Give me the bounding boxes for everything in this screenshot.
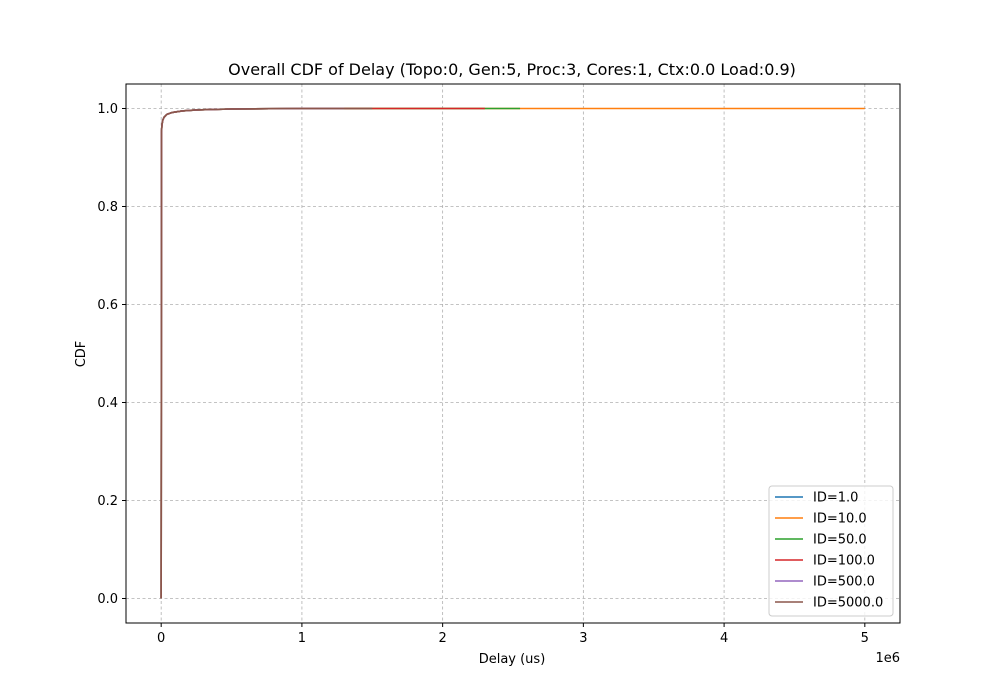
legend: ID=1.0 ID=10.0 ID=50.0 ID=100.0 ID=500.0 ID=5… <box>768 485 894 617</box>
legend-label-5: ID=500.0 <box>813 575 875 590</box>
y-tick-label: 0.6 <box>97 298 118 313</box>
y-tick-label: 0.0 <box>97 592 118 607</box>
chart-title: Overall CDF of Delay (Topo:0, Gen:5, Pro… <box>228 60 796 79</box>
y-axis-label: CDF <box>74 341 89 368</box>
y-tick-label: 0.4 <box>97 396 118 411</box>
x-axis-label: Delay (us) <box>479 652 546 667</box>
axis-ticks: 0 1 2 3 4 5 0.0 0.2 0.4 0.6 0.8 1.0 <box>97 102 869 646</box>
plot-frame <box>125 83 901 624</box>
legend-label-6: ID=5000.0 <box>813 596 883 611</box>
x-tick-label: 3 <box>579 631 587 646</box>
x-tick-label: 2 <box>438 631 446 646</box>
legend-label-4: ID=100.0 <box>813 554 875 569</box>
x-tick-label: 1 <box>298 631 306 646</box>
series-line-6 <box>160 107 373 599</box>
x-tick-label: 5 <box>861 631 869 646</box>
y-tick-label: 1.0 <box>97 102 118 117</box>
x-tick-label: 0 <box>157 631 165 646</box>
legend-label-2: ID=10.0 <box>813 512 867 527</box>
legend-label-1: ID=1.0 <box>813 491 858 506</box>
y-tick-label: 0.8 <box>97 200 118 215</box>
legend-label-3: ID=50.0 <box>813 533 867 548</box>
x-tick-label: 4 <box>720 631 728 646</box>
y-tick-label: 0.2 <box>97 494 118 509</box>
x-axis-offset-text: 1e6 <box>875 651 900 666</box>
data-series <box>160 107 865 599</box>
